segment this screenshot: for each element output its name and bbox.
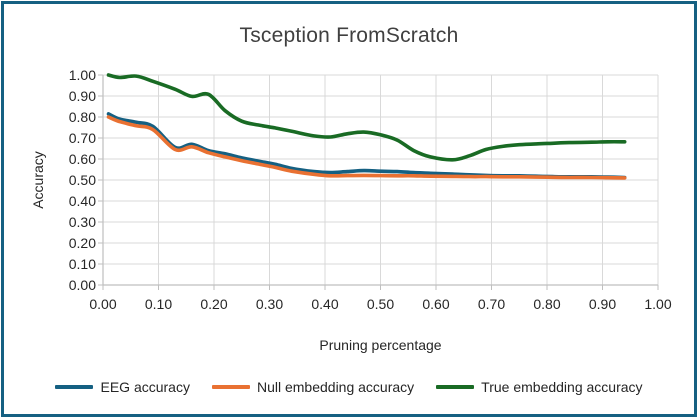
- y-tick-label: 0.30: [68, 214, 96, 230]
- x-tick-label: 0.20: [200, 296, 228, 312]
- legend-item-eeg-accuracy: EEG accuracy: [55, 379, 190, 395]
- legend-line-swatch: [211, 385, 250, 389]
- legend-item-true-embedding-accuracy: True embedding accuracy: [436, 379, 643, 395]
- y-tick-label: 0.00: [68, 277, 96, 293]
- series-line-null-embedding-accuracy: [106, 115, 627, 180]
- x-tick-label: 1.00: [644, 296, 672, 312]
- legend-label: True embedding accuracy: [481, 379, 643, 395]
- x-tick-label: 0.50: [366, 296, 395, 312]
- y-axis-title: Accuracy: [30, 151, 46, 209]
- y-tick-label: 0.90: [68, 88, 96, 104]
- x-tick-label: 0.30: [255, 296, 284, 312]
- y-tick-label: 0.70: [68, 130, 96, 146]
- y-tick-label: 1.00: [68, 67, 96, 83]
- chart-legend: EEG accuracy Null embedding accuracy True …: [0, 379, 698, 395]
- x-tick-label: 0.00: [89, 296, 117, 312]
- y-tick-label: 0.40: [68, 193, 96, 209]
- chart-title: Tsception FromScratch: [239, 24, 459, 47]
- x-tick-label: 0.90: [588, 296, 617, 312]
- y-tick-label: 0.10: [68, 256, 96, 272]
- legend-line-swatch: [55, 385, 94, 389]
- legend-line-swatch: [436, 385, 475, 389]
- x-tick-label: 0.40: [311, 296, 339, 312]
- y-tick-label: 0.20: [68, 235, 96, 251]
- x-tick-label: 0.60: [422, 296, 450, 312]
- y-tick-label: 0.80: [68, 109, 96, 125]
- x-axis-title: Pruning percentage: [319, 337, 442, 353]
- x-tick-label: 0.70: [477, 296, 506, 312]
- y-tick-label: 0.50: [68, 172, 96, 188]
- x-tick-label: 0.10: [144, 296, 173, 312]
- y-tick-label: 0.60: [68, 151, 96, 167]
- legend-label: Null embedding accuracy: [256, 379, 415, 395]
- legend-label: EEG accuracy: [100, 379, 190, 395]
- legend-item-null-embedding-accuracy: Null embedding accuracy: [211, 379, 415, 395]
- x-tick-label: 0.80: [533, 296, 561, 312]
- series-line-true-embedding-accuracy: [106, 73, 627, 162]
